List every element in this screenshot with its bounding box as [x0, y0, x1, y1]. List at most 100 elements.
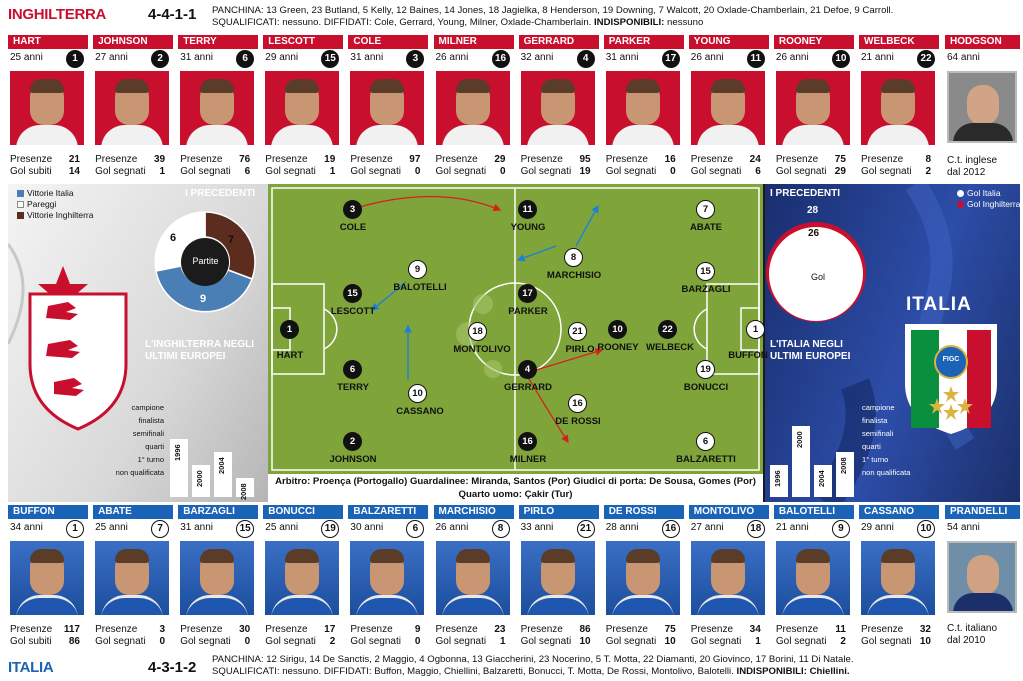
player-age: 27 anni	[690, 522, 724, 533]
player-card: MARCHISIO 26 anni 8 Presenze 23 Gol segnati 1	[433, 505, 514, 652]
stat-label: Presenze	[435, 624, 478, 635]
italy-warned-text: Buffon, Maggio, Chiellini, Balzaretti, B…	[374, 666, 734, 677]
england-bench-label: PANCHINA:	[212, 5, 264, 16]
goals-legend: Gol Italia Gol Inghilterra	[957, 188, 1020, 210]
player-stat-row: Gol segnati 0	[350, 166, 426, 178]
stat-value: 86	[68, 636, 80, 647]
player-photo	[520, 541, 595, 615]
england-coach-card: HODGSON 64 anni C.t. inglese dal 2012	[945, 35, 1020, 182]
player-number: 4	[576, 50, 595, 68]
stat-value: 95	[579, 154, 591, 165]
player-stat-row: Presenze 17	[265, 624, 341, 636]
player-number: 21	[576, 520, 595, 538]
stat-label: Presenze	[350, 154, 393, 165]
stat-value: 16	[664, 154, 676, 165]
player-stat-row: Presenze 95	[521, 154, 597, 166]
stat-label: Gol segnati	[435, 166, 487, 177]
stat-label: Gol segnati	[690, 166, 742, 177]
player-stat-row: Gol segnati 0	[95, 636, 171, 648]
level-label: quarti	[145, 442, 164, 451]
pitch-player-name: CASSANO	[396, 406, 444, 417]
player-photo	[10, 71, 84, 145]
pitch-player-name: MARCHISIO	[546, 270, 602, 281]
stat-label: Presenze	[605, 154, 648, 165]
stat-label: Gol segnati	[861, 166, 912, 177]
legend-label-draws: Pareggi	[27, 199, 57, 209]
player-stat-row: Presenze 19	[265, 154, 341, 166]
coach-since: dal 2012	[947, 167, 986, 178]
pitch-player-name: MILNER	[509, 454, 547, 465]
euro-bar-year: 2008	[239, 483, 248, 500]
photo-shirt-shape	[271, 595, 334, 615]
stat-label: Presenze	[605, 624, 648, 635]
stat-value: 24	[749, 154, 761, 165]
photo-hair-shape	[30, 549, 64, 563]
pitch-player-number: 19	[696, 360, 715, 379]
level-label: campione	[862, 403, 895, 412]
player-card: BALZARETTI 30 anni 6 Presenze 9 Gol segnati 0	[348, 505, 429, 652]
photo-hair-shape	[285, 549, 320, 563]
player-stat-row: Presenze 8	[861, 154, 937, 166]
player-number: 2	[151, 50, 170, 68]
stat-value: 6	[244, 166, 251, 177]
photo-shirt-shape	[611, 125, 674, 145]
player-name: TERRY	[178, 35, 259, 49]
player-name: COLE	[348, 35, 429, 49]
precedents-italy-wins: 9	[200, 293, 207, 305]
player-age: 31 anni	[605, 52, 639, 63]
pitch-player-name: BARZAGLI	[681, 284, 731, 295]
player-card: JOHNSON 27 anni 2 Presenze 39 Gol segnati 1	[93, 35, 174, 182]
photo-hair-shape	[710, 79, 745, 93]
player-name: BUFFON	[8, 505, 88, 519]
stat-label: Gol segnati	[350, 166, 401, 177]
referees-line1: Arbitro: Proença (Portogallo) Guardaline…	[275, 476, 756, 487]
player-stat-row: Presenze 30	[180, 624, 256, 636]
italy-badge-text: FIGC	[942, 356, 960, 363]
england-bench-text: 13 Green, 23 Butland, 5 Kelly, 12 Baines…	[266, 5, 894, 16]
photo-shirt-shape	[441, 595, 504, 615]
stat-label: Gol segnati	[95, 166, 146, 177]
player-stat-row: Presenze 32	[861, 624, 937, 636]
player-card: YOUNG 26 anni 11 Presenze 24 Gol segnati 6	[688, 35, 769, 182]
player-name: ABATE	[93, 505, 174, 519]
player-number: 6	[406, 520, 425, 538]
pitch-player-name: COLE	[339, 222, 367, 233]
stat-label: Presenze	[10, 624, 53, 635]
pitch-player-name: BALOTELLI	[393, 282, 447, 293]
player-photo	[605, 71, 680, 145]
player-age: 31 anni	[180, 52, 213, 63]
euro-bar-year: 2008	[839, 457, 848, 474]
pitch-player-number: 6	[696, 432, 715, 451]
coach-photo	[947, 541, 1017, 613]
photo-hair-shape	[370, 79, 405, 93]
pitch-player-name: WELBECK	[645, 342, 695, 353]
player-photo	[690, 541, 765, 615]
player-card: DE ROSSI 28 anni 16 Presenze 75 Gol segnati 10	[603, 505, 684, 652]
italy-shirt-graphic	[812, 177, 997, 511]
photo-hair-shape	[881, 79, 915, 93]
player-name: CASSANO	[859, 505, 939, 519]
player-number: 1	[66, 520, 84, 538]
pitch-player-name: YOUNG	[510, 222, 546, 233]
referees-caption: Arbitro: Proença (Portogallo) Guardaline…	[268, 474, 763, 502]
stat-value: 0	[499, 166, 506, 177]
photo-hair-shape	[30, 79, 64, 93]
stat-label: Gol segnati	[690, 636, 742, 647]
player-photo	[605, 541, 680, 615]
italy-team-name: ITALIA	[8, 659, 54, 676]
player-stat-row: Presenze 24	[691, 154, 767, 166]
player-name: BARZAGLI	[178, 505, 259, 519]
italy-coach-card: PRANDELLI 54 anni C.t. italiano dal 2010	[945, 505, 1020, 652]
pitch-player-name: HART	[276, 350, 304, 361]
stat-label: Gol segnati	[520, 636, 572, 647]
stat-label: Gol segnati	[861, 636, 912, 647]
player-stat-row: Gol segnati 1	[691, 636, 767, 648]
photo-shirt-shape	[356, 595, 419, 615]
player-stat-row: Gol segnati 10	[606, 636, 682, 648]
photo-shirt-shape	[441, 125, 504, 145]
player-photo	[180, 71, 255, 145]
goals-italy: 28	[807, 205, 819, 216]
player-photo	[861, 541, 935, 615]
legend-swatch-england	[17, 212, 24, 219]
player-card: ROONEY 26 anni 10 Presenze 75 Gol segnati 29	[773, 35, 854, 182]
